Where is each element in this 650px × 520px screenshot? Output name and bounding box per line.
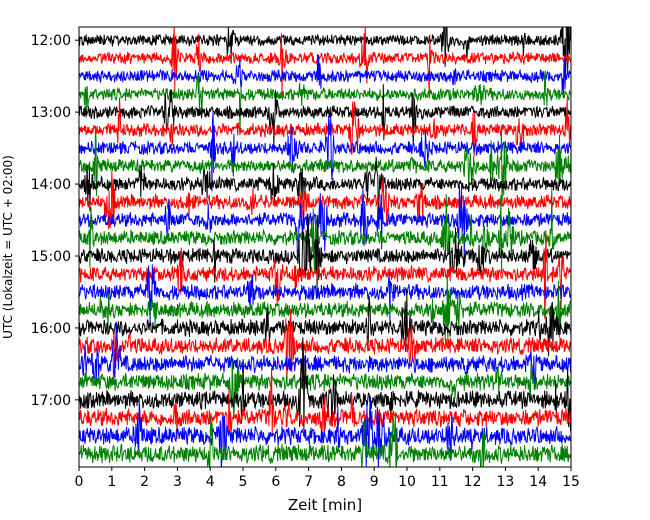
x-tick-label: 8 [337,474,346,490]
y-tick-label: 16:00 [31,321,71,337]
x-tick-label: 12 [464,474,482,490]
seismic-traces [79,27,571,467]
trace-12:45 [79,70,571,136]
x-tick-label: 14 [529,474,547,490]
trace-14:00 [79,156,571,222]
trace-16:00 [79,289,571,357]
trace-13:15 [79,97,571,157]
trace-17:15 [79,368,571,440]
trace-12:00 [79,27,571,78]
x-tick-label: 2 [140,474,149,490]
trace-12:15 [79,27,571,96]
trace-16:30 [79,321,571,390]
trace-15:45 [79,268,571,342]
x-tick-label: 13 [496,474,514,490]
trace-15:30 [79,264,571,325]
x-tick-label: 11 [431,474,449,490]
x-tick-label: 7 [304,474,313,490]
x-tick-label: 1 [107,474,116,490]
y-tick-label: 13:00 [31,105,71,121]
trace-16:15 [79,308,571,383]
y-tick-label: 14:00 [31,177,71,193]
x-tick-label: 6 [271,474,280,490]
y-axis: 12:00 13:00 14:00 15:00 16:00 17:00 [31,33,79,409]
trace-14:45 [79,187,571,274]
trace-16:45 [79,357,571,418]
x-tick-label: 4 [206,474,215,490]
x-tick-label: 15 [562,474,580,490]
y-axis-label: UTC (Lokalzeit = UTC + 02:00) [1,155,15,339]
y-tick-label: 17:00 [31,393,71,409]
trace-13:00 [79,84,571,149]
trace-17:30 [79,397,571,467]
trace-15:00 [79,213,571,295]
trace-13:30 [79,112,571,192]
x-tick-label: 5 [239,474,248,490]
x-tick-label: 10 [398,474,416,490]
y-tick-label: 12:00 [31,33,71,49]
x-axis-label: Zeit [min] [288,496,362,514]
trace-14:30 [79,185,571,267]
trace-17:45 [79,411,571,467]
trace-15:15 [79,230,571,320]
trace-14:15 [79,170,571,230]
y-tick-label: 15:00 [31,249,71,265]
x-tick-label: 0 [75,474,84,490]
x-tick-label: 9 [370,474,379,490]
x-axis: 0 1 2 3 4 5 6 7 8 9 10 11 12 13 14 15 [75,467,580,490]
trace-13:45 [79,127,571,207]
plot-frame [78,26,572,468]
trace-12:30 [79,54,571,98]
x-tick-label: 3 [173,474,182,490]
